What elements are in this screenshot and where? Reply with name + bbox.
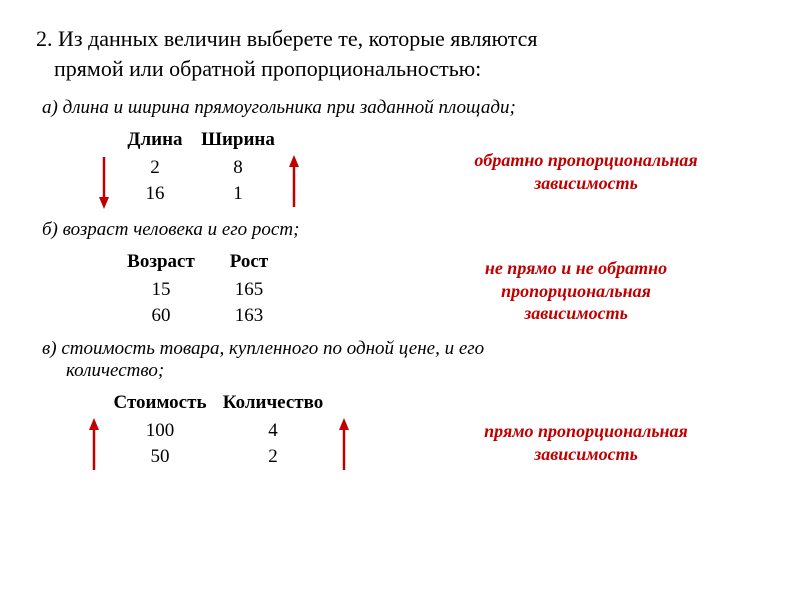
arrow-a-1 (96, 127, 112, 209)
col-c-2-val-1: 4 (218, 418, 328, 444)
section-a: Длина 2 16 Ширина 8 1 обратно пропорцион… (36, 127, 764, 209)
col-a-2: Ширина 8 1 (198, 127, 278, 206)
subtitle-c-line-2: количество; (66, 360, 164, 381)
table-a: Длина 2 16 Ширина 8 1 (96, 127, 302, 209)
col-a-1-val-2: 16 (120, 181, 190, 207)
note-b-line-1: не прямо и не обратно (485, 258, 667, 278)
col-a-1: Длина 2 16 (120, 127, 190, 206)
table-b: Возраст 15 60 Рост 165 163 (116, 249, 284, 328)
title-line-2: прямой или обратной пропорциональностью: (54, 56, 481, 81)
arrow-c-2 (336, 390, 352, 472)
up-arrow-icon (337, 418, 351, 472)
subtitle-a: а) длина и ширина прямоугольника при зад… (42, 97, 764, 119)
col-b-1-header: Возраст (116, 249, 206, 275)
col-a-2-val-1: 8 (198, 155, 278, 181)
note-a-line-2: зависимость (534, 173, 638, 193)
question-title: 2. Из данных величин выберете те, которы… (36, 24, 764, 83)
col-c-2-val-2: 2 (218, 444, 328, 470)
col-c-1-val-1: 100 (110, 418, 210, 444)
note-c-line-1: прямо пропорциональная (484, 421, 688, 441)
note-b-line-2: пропорциональная (501, 281, 651, 301)
arrow-c-1 (86, 390, 102, 472)
col-b-2-val-2: 163 (214, 303, 284, 329)
col-c-2-header: Количество (218, 390, 328, 416)
section-c: Стоимость 100 50 Количество 4 2 прямо пр… (36, 390, 764, 472)
up-arrow-icon (87, 418, 101, 472)
col-c-1: Стоимость 100 50 (110, 390, 210, 469)
note-a-line-1: обратно пропорциональная (474, 150, 697, 170)
col-b-1-val-2: 60 (116, 303, 206, 329)
up-arrow-icon (287, 155, 301, 209)
col-b-2: Рост 165 163 (214, 249, 284, 328)
col-c-1-header: Стоимость (110, 390, 210, 416)
down-arrow-icon (97, 155, 111, 209)
subtitle-c-line-1: в) стоимость товара, купленного по одной… (42, 338, 484, 359)
title-line-1: 2. Из данных величин выберете те, которы… (36, 26, 538, 51)
col-b-2-header: Рост (214, 249, 284, 275)
col-b-1-val-1: 15 (116, 277, 206, 303)
col-a-2-header: Ширина (198, 127, 278, 153)
section-b: Возраст 15 60 Рост 165 163 не прямо и не… (36, 249, 764, 328)
col-c-2: Количество 4 2 (218, 390, 328, 469)
arrow-a-2 (286, 127, 302, 209)
note-a: обратно пропорциональная зависимость (446, 149, 726, 194)
col-c-1-val-2: 50 (110, 444, 210, 470)
table-c: Стоимость 100 50 Количество 4 2 (86, 390, 352, 472)
note-c: прямо пропорциональная зависимость (446, 420, 726, 465)
col-a-1-val-1: 2 (120, 155, 190, 181)
col-a-1-header: Длина (120, 127, 190, 153)
subtitle-b: б) возраст человека и его рост; (42, 219, 764, 241)
col-b-1: Возраст 15 60 (116, 249, 206, 328)
subtitle-c: в) стоимость товара, купленного по одной… (42, 338, 764, 382)
note-b-line-3: зависимость (524, 303, 628, 323)
col-a-2-val-2: 1 (198, 181, 278, 207)
note-c-line-2: зависимость (534, 444, 638, 464)
col-b-2-val-1: 165 (214, 277, 284, 303)
note-b: не прямо и не обратно пропорциональная з… (436, 257, 716, 325)
